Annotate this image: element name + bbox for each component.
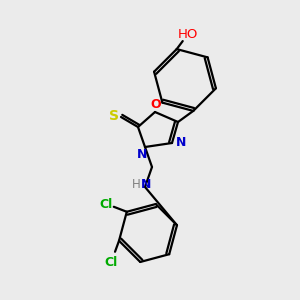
Text: N: N: [176, 136, 186, 148]
Text: H: H: [132, 178, 140, 191]
Text: HO: HO: [178, 28, 198, 40]
Text: N: N: [141, 178, 151, 191]
Text: Cl: Cl: [104, 256, 118, 269]
Text: Cl: Cl: [99, 198, 112, 211]
Text: O: O: [151, 98, 161, 112]
Text: N: N: [137, 148, 147, 161]
Text: S: S: [109, 109, 119, 123]
